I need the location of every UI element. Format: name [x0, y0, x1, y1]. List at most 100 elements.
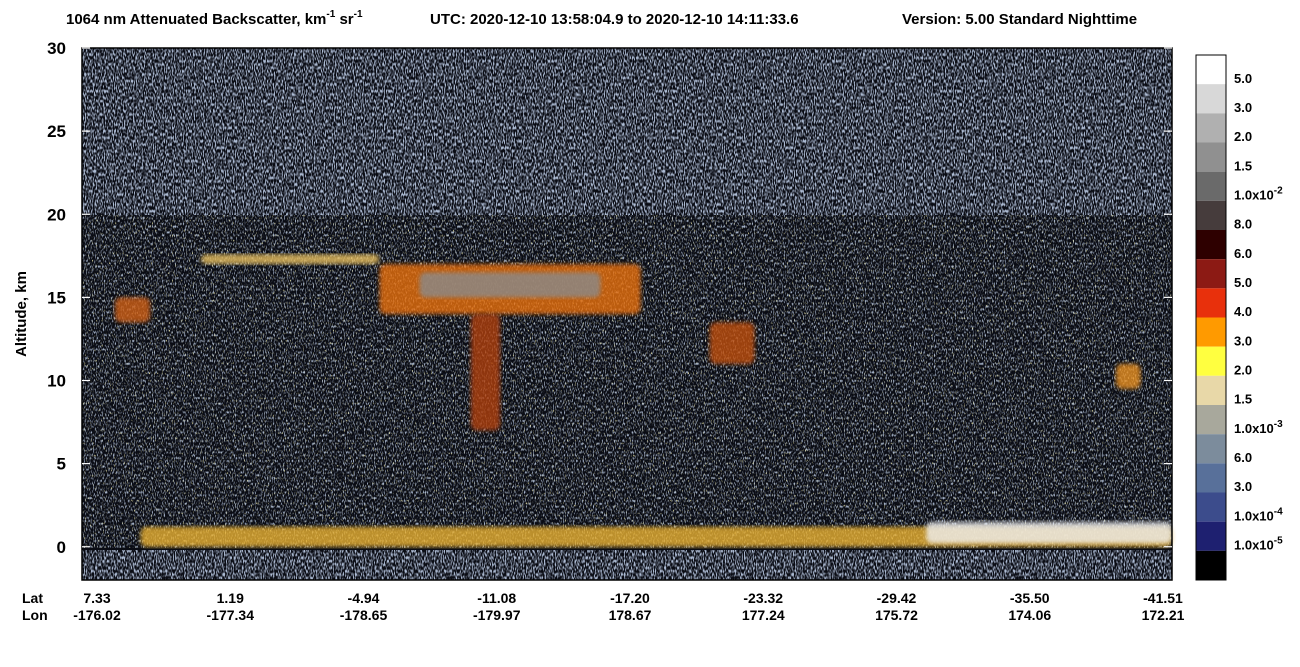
colorbar-frame	[1195, 54, 1227, 581]
colorbar-label-text: 1.5	[1234, 158, 1252, 173]
colorbar-label: 6.0	[1234, 450, 1252, 465]
x-tick-label: 7.33	[83, 590, 110, 606]
plot-frame	[81, 47, 1173, 581]
colorbar-label-text: 6.0	[1234, 450, 1252, 465]
x-tick-label: -4.94	[348, 590, 380, 606]
colorbar-label-text: 1.0x10	[1234, 187, 1274, 202]
colorbar-label-text: 2.0	[1234, 129, 1252, 144]
colorbar-label-exponent: -2	[1274, 185, 1283, 196]
colorbar-label-text: 3.0	[1234, 100, 1252, 115]
colorbar-swatch	[1196, 230, 1226, 260]
x-tick-label: 178.67	[609, 607, 652, 623]
cloud-feature	[709, 322, 755, 364]
colorbar-label: 2.0	[1234, 362, 1252, 377]
colorbar-label-exponent: -4	[1274, 506, 1283, 517]
colorbar-label-exponent: -5	[1274, 535, 1283, 546]
colorbar-label-text: 1.0x10	[1234, 421, 1274, 436]
colorbar-label: 6.0	[1234, 246, 1252, 261]
colorbar-label-text: 2.0	[1234, 362, 1252, 377]
title-text: 1064 nm Attenuated Backscatter, km	[66, 11, 326, 28]
y-tick-label: 10	[47, 372, 66, 391]
colorbar-label: 1.0x10-3	[1234, 419, 1283, 436]
x-tick-label: -179.97	[473, 607, 521, 623]
colorbar-swatch	[1196, 200, 1226, 230]
cloud-feature	[419, 272, 601, 298]
colorbar-swatch	[1196, 521, 1226, 551]
colorbar-label-text: 8.0	[1234, 217, 1252, 232]
colorbar-swatch	[1196, 346, 1226, 376]
y-tick-label: 0	[57, 538, 66, 557]
colorbar-label: 5.0	[1234, 71, 1252, 86]
colorbar-swatch	[1196, 434, 1226, 464]
colorbar-swatch	[1196, 492, 1226, 522]
x-tick-label: -11.08	[477, 590, 516, 606]
y-axis-label: Altitude, km	[13, 271, 30, 357]
colorbar-label-exponent: -3	[1274, 419, 1283, 430]
colorbar-swatch	[1196, 463, 1226, 493]
colorbar-label: 1.0x10-2	[1234, 185, 1283, 202]
colorbar-swatch	[1196, 375, 1226, 405]
colorbar-swatch	[1196, 142, 1226, 172]
cloud-feature	[470, 314, 501, 431]
colorbar-swatch	[1196, 84, 1226, 114]
title-utc: UTC: 2020-12-10 13:58:04.9 to 2020-12-10…	[430, 11, 799, 28]
x-tick-label: -23.32	[743, 590, 783, 606]
y-tick-label: 25	[47, 122, 66, 141]
x-tick-label: -178.65	[340, 607, 388, 623]
x-tick-label: -177.34	[207, 607, 255, 623]
colorbar-swatch	[1196, 259, 1226, 289]
colorbar-swatch	[1196, 550, 1226, 580]
x-tick-label: 174.06	[1008, 607, 1051, 623]
colorbar-label: 8.0	[1234, 217, 1252, 232]
colorbar-label: 1.5	[1234, 392, 1252, 407]
x-row-name: Lat	[22, 590, 43, 606]
colorbar-swatch	[1196, 55, 1226, 85]
colorbar-label: 5.0	[1234, 275, 1252, 290]
colorbar-swatch	[1196, 288, 1226, 318]
colorbar-swatch	[1196, 113, 1226, 143]
colorbar-label-text: 4.0	[1234, 304, 1252, 319]
x-tick-label: -35.50	[1010, 590, 1050, 606]
colorbar-label: 1.0x10-5	[1234, 535, 1283, 552]
y-tick-label: 30	[47, 39, 66, 58]
x-tick-label: -17.20	[610, 590, 650, 606]
colorbar-label: 4.0	[1234, 304, 1252, 319]
colorbar-label: 1.5	[1234, 158, 1252, 173]
cloud-feature	[200, 254, 380, 265]
y-tick-label: 15	[47, 288, 66, 307]
x-tick-label: 177.24	[742, 607, 785, 623]
colorbar-label-text: 3.0	[1234, 479, 1252, 494]
x-tick-label: -29.42	[877, 590, 917, 606]
features	[115, 254, 1172, 547]
colorbar-swatch	[1196, 405, 1226, 435]
cloud-feature	[140, 526, 1172, 547]
colorbar-label-text: 5.0	[1234, 71, 1252, 86]
cloud-feature	[115, 297, 151, 323]
title-version: Version: 5.00 Standard Nighttime	[902, 11, 1137, 28]
colorbar-label-text: 1.5	[1234, 392, 1252, 407]
colorbar-swatch	[1196, 171, 1226, 201]
x-tick-label: 1.19	[217, 590, 244, 606]
title-superscript: -1	[354, 9, 363, 20]
colorbar-label-text: 5.0	[1234, 275, 1252, 290]
colorbar-label-text: 1.0x10	[1234, 537, 1274, 552]
chart-title: 1064 nm Attenuated Backscatter, km-1 sr-…	[66, 9, 363, 28]
x-tick-label: 172.21	[1142, 607, 1185, 623]
colorbar-label: 3.0	[1234, 479, 1252, 494]
colorbar-swatch	[1196, 317, 1226, 347]
x-tick-label: -41.51	[1143, 590, 1183, 606]
cloud-feature	[926, 521, 1172, 544]
y-tick-label: 20	[47, 205, 66, 224]
cloud-feature	[1115, 363, 1141, 389]
x-tick-label: 175.72	[875, 607, 918, 623]
colorbar-label-text: 6.0	[1234, 246, 1252, 261]
x-tick-label: -176.02	[73, 607, 121, 623]
colorbar-label: 3.0	[1234, 333, 1252, 348]
colorbar-label: 3.0	[1234, 100, 1252, 115]
colorbar-label-text: 1.0x10	[1234, 508, 1274, 523]
title-text: sr	[335, 11, 354, 28]
colorbar-label: 1.0x10-4	[1234, 506, 1283, 523]
x-row-name: Lon	[22, 607, 48, 623]
colorbar-label-text: 3.0	[1234, 333, 1252, 348]
